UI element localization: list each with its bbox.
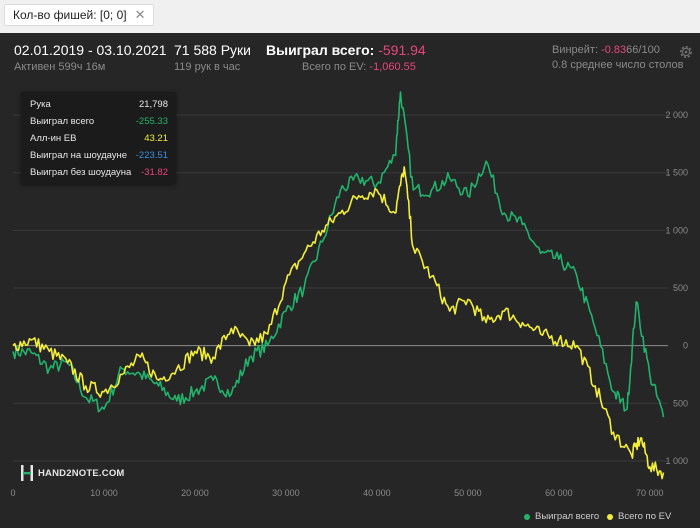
y-tick-label: 1 500 [665, 168, 688, 178]
x-tick-label: 50 000 [454, 488, 482, 498]
tooltip: Рука 21,798 Выиграл всего -255.33 Алл-ин… [21, 92, 176, 184]
won-total-label: Выиграл всего: [266, 42, 375, 58]
legend-item-won[interactable]: Выиграл всего [524, 511, 599, 522]
logo-text: HAND2NOTE.COM [38, 467, 125, 479]
tooltip-row-allin-ev: Алл-ин EВ 43.21 [30, 131, 168, 146]
winrate-unit: 66/100 [626, 44, 660, 56]
x-tick-label: 30 000 [272, 488, 300, 498]
x-tick-label: 0 [10, 488, 15, 498]
y-tick-label: 500 [673, 283, 688, 293]
tooltip-row-non-showdown: Выиграл без шоудауна -31.82 [30, 165, 168, 180]
winrate-label: Винрейт: [552, 44, 599, 56]
legend-item-ev[interactable]: Всего по EV [607, 511, 671, 522]
close-icon[interactable]: ✕ [134, 7, 146, 22]
tooltip-value: 21,798 [138, 99, 168, 110]
ev-total-label: Всего по EV: [302, 61, 367, 73]
y-tick-label: 1 000 [665, 225, 688, 235]
tooltip-label: Выиграл на шоудауне [30, 150, 128, 161]
ev-total-value: -1,060.55 [369, 61, 416, 73]
avg-tables: 0.8 среднее число столов [552, 59, 684, 71]
hands-count: 71 588 Руки [174, 42, 251, 58]
tooltip-row-showdown: Выиграл на шоудауне -223.51 [30, 148, 168, 163]
tooltip-label: Рука [30, 99, 51, 110]
winrate-value: -0.83 [601, 44, 627, 56]
x-tick-label: 70 000 [636, 488, 664, 498]
series-line-ev [12, 166, 665, 480]
tooltip-row-hand: Рука 21,798 [30, 97, 168, 112]
legend-dot-yellow [607, 513, 613, 520]
y-tick-label: 1 000 [665, 456, 688, 466]
tooltip-value: -255.33 [135, 116, 168, 127]
winrate: Винрейт: -0.8366/100 [552, 44, 660, 56]
ev-total: Всего по EV: -1,060.55 [302, 61, 416, 73]
hands-per-hour: 119 рук в час [174, 61, 241, 73]
y-tick-label: 500 [673, 398, 688, 408]
tooltip-row-won: Выиграл всего -255.33 [30, 114, 168, 129]
won-total-value: -591.94 [378, 42, 426, 58]
hand2note-logo-mark [21, 465, 33, 481]
legend-label: Всего по EV [618, 511, 672, 522]
filter-tab[interactable]: Кол-во фишей: [0; 0] ✕ [4, 4, 155, 26]
legend-label: Выиграл всего [535, 511, 600, 522]
tooltip-label: Выиграл без шоудауна [30, 167, 132, 178]
tooltip-value: 43.21 [144, 133, 168, 144]
x-tick-label: 60 000 [545, 488, 573, 498]
won-total: Выиграл всего: -591.94 [266, 42, 426, 58]
hand2note-logo: HAND2NOTE.COM [20, 464, 125, 482]
tooltip-label: Алл-ин EВ [30, 133, 77, 144]
gear-icon[interactable] [678, 44, 694, 60]
tab-bar: Кол-во фишей: [0; 0] ✕ [0, 0, 700, 30]
active-time: Активен 599ч 16м [14, 61, 106, 73]
x-tick-label: 40 000 [363, 488, 391, 498]
date-range: 02.01.2019 - 03.10.2021 [14, 42, 167, 58]
y-tick-label: 0 [683, 341, 688, 351]
x-tick-label: 10 000 [90, 488, 118, 498]
filter-tab-label: Кол-во фишей: [0; 0] [13, 8, 127, 22]
tooltip-value: -223.51 [135, 150, 168, 161]
series-line-won [12, 91, 665, 418]
legend-dot-green [524, 513, 530, 520]
y-tick-label: 2 000 [665, 110, 688, 120]
tooltip-label: Выиграл всего [30, 116, 95, 127]
x-tick-label: 20 000 [181, 488, 209, 498]
tooltip-value: -31.82 [141, 167, 168, 178]
